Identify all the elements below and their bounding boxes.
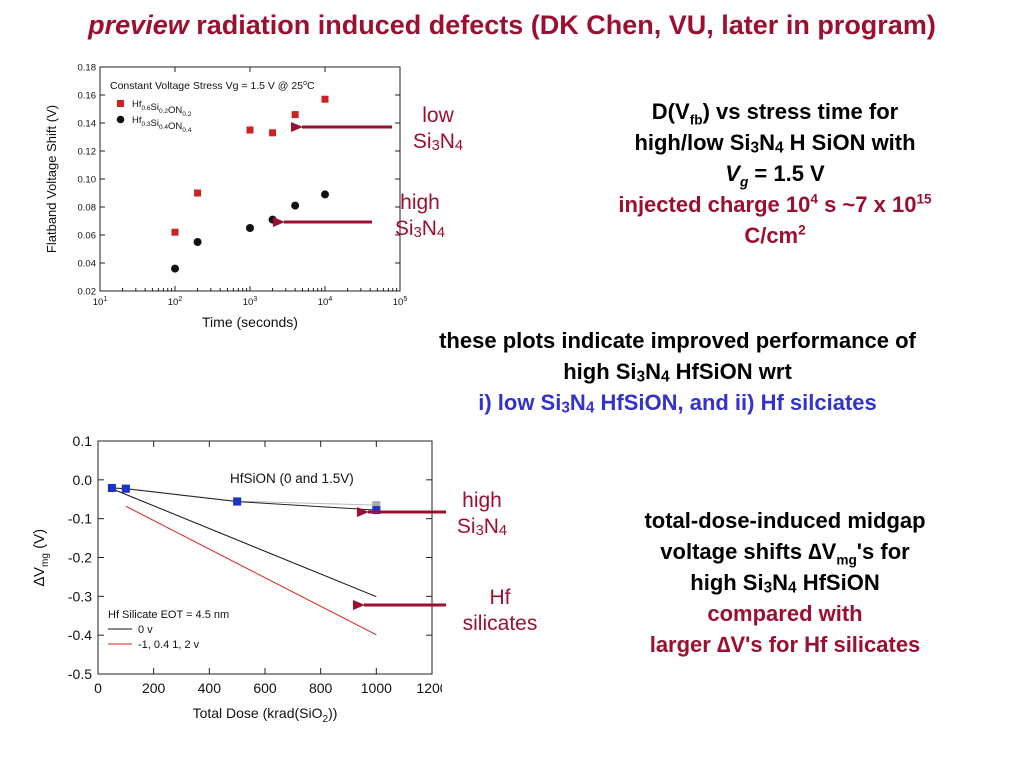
desc2-line3: i) low Si3N4 HfSiON, and ii) Hf silciate…: [478, 390, 877, 417]
x-tick-label: 105: [393, 296, 408, 308]
data-point: [291, 111, 299, 119]
data-point: [107, 483, 116, 492]
y-tick-label: 0.0: [73, 472, 93, 488]
legend-label: 0 v: [138, 624, 153, 636]
y-tick-label: 0.02: [78, 287, 97, 298]
desc2-line2: high Si3N4 HfSiON wrt: [563, 359, 792, 386]
label-high2-word: high: [462, 489, 502, 512]
y-tick-label: 0.10: [78, 175, 97, 186]
chart-annotation: HfSiON (0 and 1.5V): [230, 471, 354, 486]
label-low-si3n4: low Si3N4: [396, 103, 480, 155]
description-performance: these plots indicate improved performanc…: [345, 325, 1010, 418]
y-tick-label: 0.04: [78, 259, 97, 270]
x-axis-label: Time (seconds): [202, 314, 298, 330]
data-point: [321, 190, 329, 199]
x-axis-label: Total Dose (krad(SiO2)): [193, 705, 338, 725]
y-tick-label: -0.3: [68, 588, 92, 604]
data-point: [372, 506, 381, 515]
y-tick-label: 0.18: [78, 63, 97, 74]
description-stress-time: D(Vfb) vs stress time for high/low Si3N4…: [540, 96, 1010, 251]
legend-marker: [116, 115, 125, 124]
desc1-line2: high/low Si3N4 H SiON with: [634, 130, 916, 157]
y-tick-label: 0.12: [78, 147, 97, 158]
desc3-line4: compared with: [707, 601, 863, 626]
desc3-line5: larger ∆V's for Hf silicates: [649, 632, 921, 657]
label-hf-word2: silicates: [462, 612, 538, 635]
data-point: [121, 484, 130, 493]
y-tick-label: 0.1: [73, 433, 93, 449]
legend-label: -1, 0.4 1, 2 v: [138, 639, 200, 651]
desc1-line5: C/cm2: [744, 222, 806, 248]
description-total-dose: total-dose-induced midgap voltage shifts…: [580, 505, 990, 660]
legend-title: Hf Silicate EOT = 4.5 nm: [108, 609, 229, 621]
series-line: [125, 505, 377, 636]
data-point: [193, 238, 202, 246]
label-high2-chem: Si3N4: [456, 515, 508, 540]
legend-label: Hf0.6Si0.2ON0.2: [132, 99, 192, 118]
series-connector: [111, 487, 377, 511]
desc1-line3: Vg = 1.5 V: [725, 161, 825, 190]
y-tick-label: 0.06: [78, 231, 97, 242]
desc1-line1: D(Vfb) vs stress time for: [651, 99, 899, 128]
label-high-si3n4-bottom: high Si3N4: [440, 488, 524, 540]
x-tick-label: 800: [309, 680, 333, 696]
data-point: [171, 264, 179, 273]
x-tick-label: 103: [243, 296, 258, 308]
y-tick-label: -0.4: [68, 627, 92, 643]
label-hf-silicates: Hf silicates: [440, 585, 560, 637]
data-point: [194, 189, 202, 197]
desc3-line3: high Si3N4 HfSiON: [690, 570, 880, 597]
label-high-word: high: [400, 191, 440, 214]
label-high-chem: Si3N4: [394, 217, 446, 242]
x-tick-label: 600: [253, 680, 277, 696]
title-rest: radiation induced defects (DK Chen, VU, …: [188, 10, 936, 40]
data-point: [246, 126, 254, 134]
series-line: [111, 488, 377, 598]
data-point: [233, 497, 242, 506]
x-tick-label: 1000: [361, 680, 392, 696]
y-tick-label: -0.1: [68, 511, 92, 527]
slide-title: preview radiation induced defects (DK Ch…: [0, 10, 1024, 41]
desc3-line1: total-dose-induced midgap: [644, 508, 926, 533]
label-low-chem: Si3N4: [412, 130, 464, 155]
title-italic: preview: [88, 10, 189, 40]
desc1-line4: injected charge 104 s ~7 x 1015: [618, 191, 932, 217]
legend-marker: [117, 100, 124, 107]
desc2-line1: these plots indicate improved performanc…: [439, 328, 916, 353]
x-tick-label: 200: [142, 680, 166, 696]
data-point: [246, 224, 254, 232]
desc3-line2: voltage shifts ∆Vmg's for: [660, 539, 910, 568]
data-point: [321, 95, 329, 103]
data-point: [291, 201, 300, 210]
y-tick-label: -0.5: [68, 666, 92, 682]
y-tick-label: 0.14: [78, 119, 97, 130]
data-point: [171, 228, 179, 236]
x-tick-label: 1200: [416, 680, 442, 696]
x-tick-label: 400: [198, 680, 222, 696]
data-point: [372, 501, 381, 510]
y-tick-label: 0.08: [78, 203, 97, 214]
x-tick-label: 101: [93, 296, 108, 308]
legend-label: Hf0.3Si0.4ON0.4: [132, 115, 192, 134]
x-tick-label: 104: [318, 296, 333, 308]
chart-annotation: Constant Voltage Stress Vg = 1.5 V @ 25o…: [110, 80, 315, 92]
y-tick-label: 0.16: [78, 91, 97, 102]
label-high-si3n4-top: high Si3N4: [378, 190, 462, 242]
x-tick-label: 102: [168, 296, 183, 308]
flatband-voltage-chart: 0.02 0.04 0.06 0.08 0.10 0.12 0.14 0.16 0.18 101 1…: [44, 63, 408, 331]
x-tick-label: 0: [94, 680, 102, 696]
label-hf-word1: Hf: [489, 586, 511, 609]
y-tick-label: -0.2: [68, 550, 92, 566]
midgap-voltage-chart: -0.5 -0.4 -0.3 -0.2 -0.1 0.0 0.1 0 200 400 600 800 1…: [31, 433, 442, 725]
label-low-word: low: [422, 104, 454, 127]
y-axis-label: Flatband Voltage Shift (V): [44, 105, 59, 253]
data-point: [269, 129, 277, 137]
y-axis-label: ∆Vmg (V): [31, 529, 51, 586]
